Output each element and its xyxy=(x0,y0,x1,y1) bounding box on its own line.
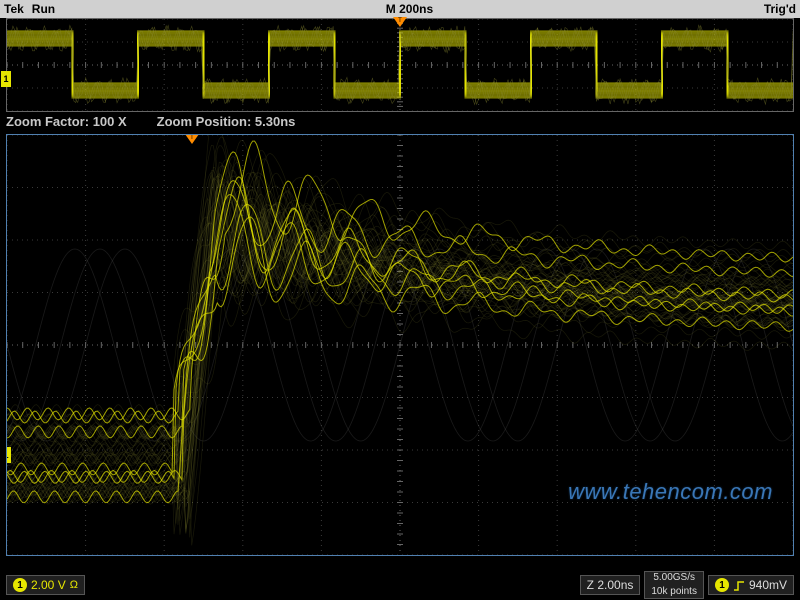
channel-badge: 1 xyxy=(13,578,27,592)
trigger-position-marker[interactable]: T xyxy=(393,17,407,29)
channel-number: 1 xyxy=(3,74,8,84)
brand-label: Tek xyxy=(4,2,24,16)
timebase-label: M 200ns xyxy=(386,2,433,16)
bottom-readout-bar: 1 2.00 V Ω Z 2.00ns 5.00GS/s 10k points … xyxy=(6,574,794,596)
channel-number: 1 xyxy=(6,450,9,460)
trigger-position-marker-zoom[interactable]: T xyxy=(185,134,199,146)
trigger-readout[interactable]: 1 940mV xyxy=(708,575,794,595)
trigger-level: 940mV xyxy=(749,578,787,592)
run-state: Run xyxy=(32,2,55,16)
top-status-bar: Tek Run M 200ns Trig'd xyxy=(0,0,800,18)
overview-panel: 1 T xyxy=(6,18,794,112)
channel-ground-marker-zoom: 1 xyxy=(6,447,11,463)
coupling-icon: Ω xyxy=(70,579,78,591)
trigger-slope-icon xyxy=(733,578,745,592)
zoom-timebase-value: Z 2.00ns xyxy=(587,578,634,592)
watermark-text: www.tehencom.com xyxy=(568,479,773,505)
record-length: 10k points xyxy=(651,587,697,597)
zoom-panel: 1 T www.tehencom.com xyxy=(6,134,794,556)
trigger-channel-badge: 1 xyxy=(715,578,729,592)
svg-text:T: T xyxy=(190,135,194,141)
overview-waveform xyxy=(7,19,793,111)
zoom-timebase-readout[interactable]: Z 2.00ns xyxy=(580,575,641,595)
channel-scale: 2.00 V xyxy=(31,578,66,592)
zoom-position: Zoom Position: 5.30ns xyxy=(157,114,296,132)
channel-readout[interactable]: 1 2.00 V Ω xyxy=(6,575,85,595)
oscilloscope-screen: Tek Run M 200ns Trig'd 1 T Zoom Factor: … xyxy=(0,0,800,600)
channel-ground-marker: 1 xyxy=(1,71,11,87)
sample-rate: 5.00GS/s xyxy=(653,573,695,583)
acquisition-readout[interactable]: 5.00GS/s 10k points xyxy=(644,571,704,599)
zoom-factor: Zoom Factor: 100 X xyxy=(6,114,127,132)
trigger-state: Trig'd xyxy=(764,2,796,16)
svg-text:T: T xyxy=(398,18,402,24)
zoom-info-bar: Zoom Factor: 100 X Zoom Position: 5.30ns xyxy=(6,114,794,132)
